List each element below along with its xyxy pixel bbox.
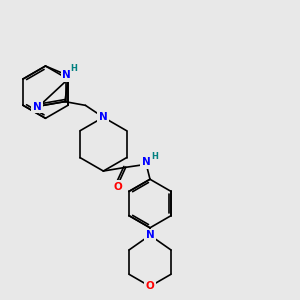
Text: N: N bbox=[62, 70, 71, 80]
Text: H: H bbox=[151, 152, 158, 161]
Text: H: H bbox=[70, 64, 77, 73]
Text: N: N bbox=[99, 112, 108, 122]
Text: N: N bbox=[33, 102, 42, 112]
Text: O: O bbox=[113, 182, 122, 192]
Text: N: N bbox=[142, 158, 151, 167]
Text: O: O bbox=[146, 281, 154, 291]
Text: N: N bbox=[146, 230, 154, 240]
